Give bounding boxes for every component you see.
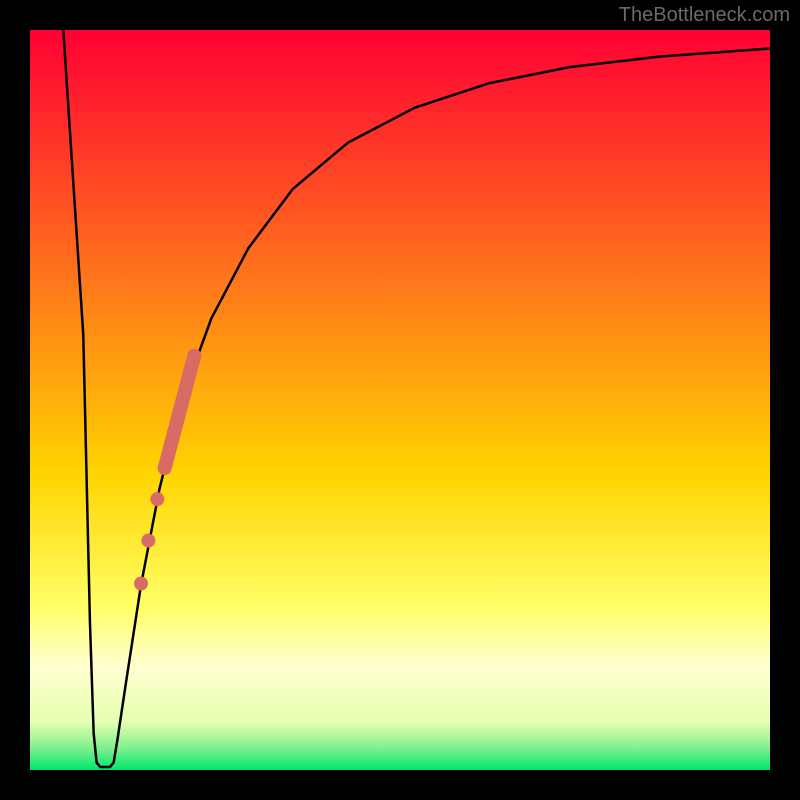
chart-svg	[0, 0, 800, 800]
watermark-text: TheBottleneck.com	[619, 4, 790, 27]
gradient-background	[30, 30, 770, 770]
chart-root: TheBottleneck.com	[0, 0, 800, 800]
marker-dot	[150, 492, 164, 506]
marker-dot	[141, 534, 155, 548]
marker-dot	[134, 577, 148, 591]
